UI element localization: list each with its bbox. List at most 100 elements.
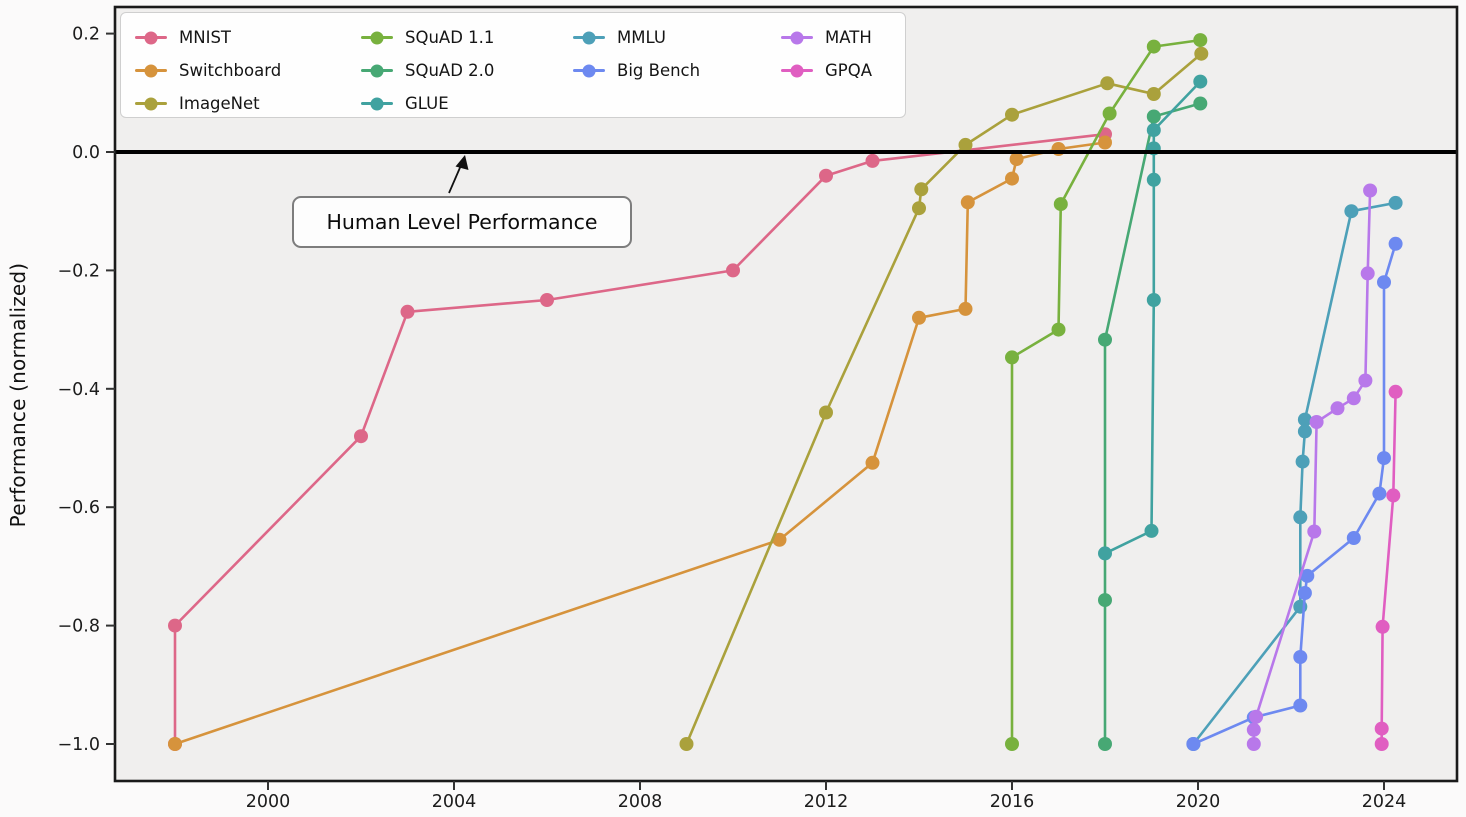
data-point	[912, 201, 926, 216]
data-point	[679, 737, 694, 751]
legend-marker-icon	[781, 64, 813, 78]
legend-label: SQuAD 1.1	[405, 28, 495, 47]
data-point	[1193, 96, 1208, 111]
data-point	[1146, 39, 1161, 54]
data-point	[960, 195, 975, 210]
legend-marker-icon	[573, 64, 605, 78]
legend-item-gpqa: GPQA	[781, 54, 872, 87]
data-point	[1330, 401, 1345, 416]
y-tick-label: −0.8	[58, 617, 101, 637]
y-tick-label: 0.2	[72, 25, 100, 45]
data-point	[1386, 488, 1401, 503]
x-tick-label: 2020	[1176, 792, 1221, 812]
x-tick-label: 2012	[804, 792, 849, 812]
data-point	[912, 310, 926, 325]
human-level-annotation: Human Level Performance	[292, 196, 632, 248]
y-axis-title: Performance (normalized)	[6, 262, 30, 528]
x-tick-label: 2008	[618, 792, 663, 812]
data-point	[1098, 135, 1112, 150]
data-point	[914, 182, 929, 197]
data-point	[1005, 737, 1019, 751]
y-tick-label: −0.4	[58, 380, 101, 400]
legend-label: Big Bench	[617, 61, 701, 80]
x-tick-label: 2024	[1362, 792, 1407, 812]
data-point	[819, 168, 833, 183]
data-point	[1246, 722, 1261, 737]
legend-item-switchboard: Switchboard	[135, 54, 281, 87]
data-point	[1297, 424, 1312, 439]
data-point	[772, 532, 787, 547]
data-point	[1372, 486, 1387, 501]
data-point	[1098, 546, 1112, 561]
data-point	[1146, 123, 1161, 138]
data-point	[1375, 619, 1390, 634]
y-tick-label: −0.6	[58, 498, 101, 518]
legend-label: MATH	[825, 28, 872, 47]
legend-marker-icon	[361, 64, 393, 78]
legend-label: MMLU	[617, 28, 666, 47]
legend-item-squad-2-0: SQuAD 2.0	[361, 54, 494, 87]
data-point	[1307, 524, 1322, 539]
x-tick-label: 2016	[990, 792, 1035, 812]
legend-item-squad-1-1: SQuAD 1.1	[361, 21, 494, 54]
legend-marker-icon	[135, 31, 167, 45]
data-point	[1346, 531, 1361, 545]
legend-label: SQuAD 2.0	[405, 61, 495, 80]
y-tick-label: −1.0	[58, 735, 101, 755]
legend-label: GPQA	[825, 61, 873, 80]
data-point	[1388, 384, 1403, 399]
data-point	[1374, 737, 1389, 751]
data-point	[1388, 195, 1403, 210]
data-point	[168, 618, 182, 633]
data-point	[400, 304, 415, 319]
data-point	[354, 429, 368, 444]
series-layer	[168, 33, 1403, 751]
legend-column: MATH GPQA	[781, 21, 872, 87]
data-point	[1295, 454, 1310, 469]
data-point	[1193, 74, 1208, 89]
data-point	[1309, 415, 1324, 429]
data-point	[1005, 171, 1019, 186]
data-point	[958, 137, 973, 152]
data-point	[1051, 322, 1066, 337]
data-point	[1009, 152, 1024, 167]
data-point	[1360, 266, 1375, 281]
data-point	[1005, 350, 1019, 365]
legend-label: ImageNet	[179, 94, 260, 113]
legend-item-mmlu: MMLU	[573, 21, 700, 54]
data-point	[1346, 391, 1361, 406]
legend-marker-icon	[361, 97, 393, 111]
legend-column: MNIST Switchboard ImageNet	[135, 21, 281, 120]
legend-marker-icon	[573, 31, 605, 45]
legend-item-big-bench: Big Bench	[573, 54, 700, 87]
data-point	[1146, 172, 1161, 187]
legend-item-mnist: MNIST	[135, 21, 281, 54]
legend-label: Switchboard	[179, 61, 282, 80]
data-point	[1098, 593, 1112, 608]
data-point	[1194, 46, 1209, 61]
legend-column: SQuAD 1.1 SQuAD 2.0 GLUE	[361, 21, 494, 120]
data-point	[1144, 523, 1159, 538]
data-point	[1293, 650, 1308, 664]
data-point	[1358, 373, 1373, 388]
data-point	[1300, 568, 1315, 583]
data-point	[1293, 510, 1308, 525]
annotation-arrow	[448, 155, 469, 194]
data-point	[1146, 109, 1161, 124]
data-point	[865, 153, 880, 168]
legend-label: MNIST	[179, 28, 231, 47]
data-point	[1098, 332, 1112, 347]
legend-item-imagenet: ImageNet	[135, 87, 281, 120]
plot-area	[115, 7, 1457, 781]
data-point	[1344, 204, 1359, 219]
data-point	[1374, 721, 1389, 736]
series-math	[1246, 183, 1378, 751]
data-point	[540, 293, 554, 307]
data-point	[1102, 106, 1117, 121]
data-point	[1193, 33, 1208, 48]
data-point	[1146, 87, 1161, 101]
data-point	[1297, 412, 1312, 427]
series-gpqa	[1374, 384, 1403, 751]
